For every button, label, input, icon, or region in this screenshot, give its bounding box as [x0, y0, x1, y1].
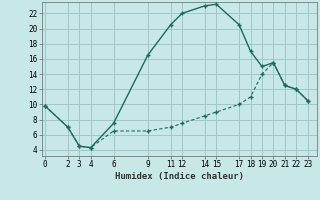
X-axis label: Humidex (Indice chaleur): Humidex (Indice chaleur): [115, 172, 244, 181]
